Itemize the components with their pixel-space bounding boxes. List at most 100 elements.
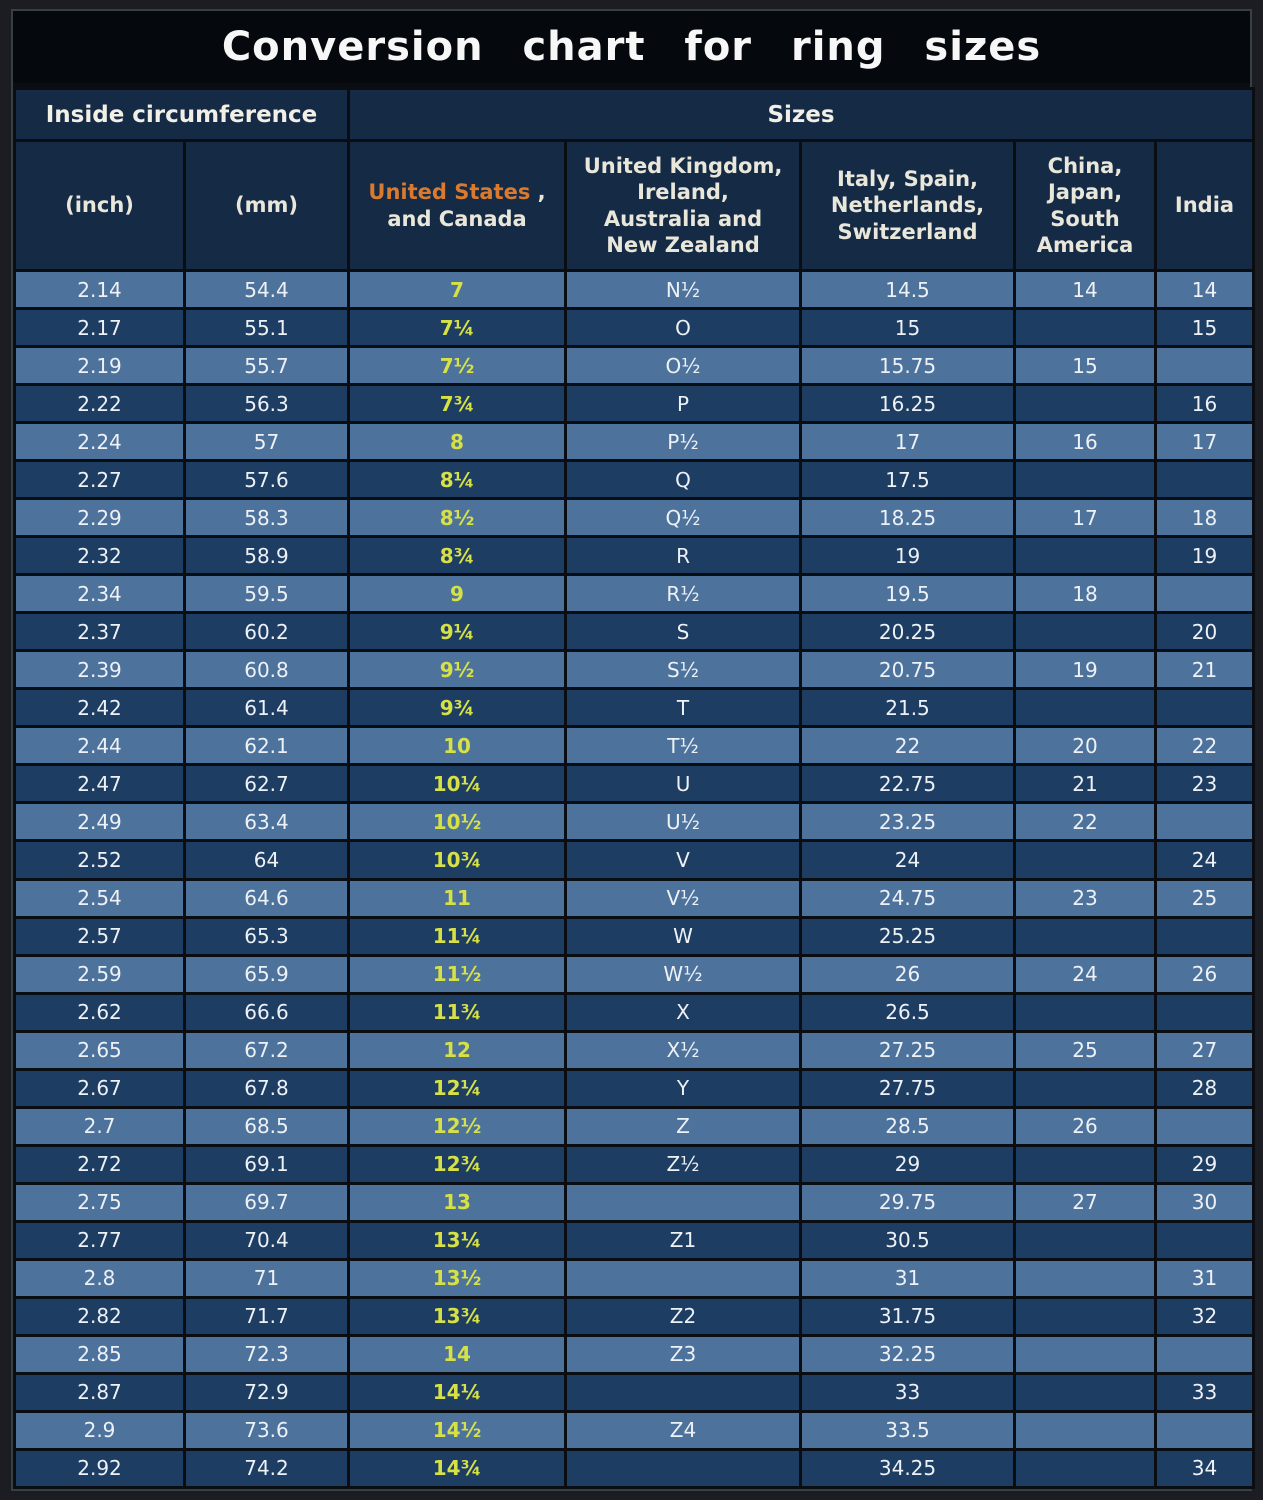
inch-cell: 2.82 — [13, 1295, 186, 1337]
italy-group-cell: 19 — [799, 535, 1017, 577]
china-group-cell: 23 — [1013, 877, 1158, 919]
uk-cell: S½ — [564, 649, 803, 691]
table-row: 2.65 67.2 12 X½ 27.25 25 27 — [13, 1029, 1256, 1071]
inch-cell: 2.57 — [13, 915, 186, 957]
mm-cell: 63.4 — [182, 801, 351, 843]
us-canada-cell: 9 — [347, 573, 568, 615]
china-group-cell: 22 — [1013, 801, 1158, 843]
italy-group-cell: 23.25 — [799, 801, 1017, 843]
china-group-cell — [1013, 459, 1158, 501]
italy-group-cell: 14.5 — [799, 268, 1017, 311]
italy-header-text: Italy, Spain, Netherlands, Switzerland — [830, 167, 985, 244]
inch-cell: 2.67 — [13, 1067, 186, 1109]
italy-group-cell: 32.25 — [799, 1333, 1017, 1375]
italy-group-cell: 17.5 — [799, 459, 1017, 501]
india-cell: 26 — [1154, 953, 1256, 995]
us-canada-cell: 13¼ — [347, 1219, 568, 1261]
table-row: 2.87 72.9 14¼ 33 33 — [13, 1371, 1256, 1413]
china-group-cell — [1013, 915, 1158, 957]
table-row: 2.75 69.7 13 29.75 27 30 — [13, 1181, 1256, 1223]
uk-cell: U — [564, 763, 803, 805]
table-row: 2.72 69.1 12¾ Z½ 29 29 — [13, 1143, 1256, 1185]
mm-cell: 65.9 — [182, 953, 351, 995]
inch-cell: 2.77 — [13, 1219, 186, 1261]
india-cell: 24 — [1154, 839, 1256, 881]
uk-cell: V½ — [564, 877, 803, 919]
india-cell — [1154, 345, 1256, 387]
col-header-india: India — [1154, 139, 1256, 272]
italy-group-cell: 22 — [799, 725, 1017, 767]
us-canada-cell: 12½ — [347, 1105, 568, 1147]
inch-cell: 2.17 — [13, 307, 186, 349]
china-group-cell — [1013, 535, 1158, 577]
table-row: 2.24 57 8 P½ 17 16 17 — [13, 421, 1256, 463]
uk-cell: Z4 — [564, 1409, 803, 1451]
table-row: 2.42 61.4 9¾ T 21.5 — [13, 687, 1256, 729]
india-cell: 27 — [1154, 1029, 1256, 1071]
china-group-cell: 18 — [1013, 573, 1158, 615]
table-row: 2.62 66.6 11¾ X 26.5 — [13, 991, 1256, 1033]
china-group-cell — [1013, 839, 1158, 881]
us-header-line2: and Canada — [387, 206, 527, 231]
china-header-text: China, Japan, South America — [1036, 154, 1134, 257]
india-cell: 30 — [1154, 1181, 1256, 1223]
inch-cell: 2.24 — [13, 421, 186, 463]
table-row: 2.8 71 13½ 31 31 — [13, 1257, 1256, 1299]
italy-group-cell: 15.75 — [799, 345, 1017, 387]
inch-cell: 2.39 — [13, 649, 186, 691]
table-row: 2.34 59.5 9 R½ 19.5 18 — [13, 573, 1256, 615]
india-cell — [1154, 1409, 1256, 1451]
group-header-sizes: Sizes — [347, 87, 1256, 142]
india-cell: 19 — [1154, 535, 1256, 577]
china-group-cell — [1013, 991, 1158, 1033]
us-canada-cell: 7¾ — [347, 383, 568, 425]
table-row: 2.57 65.3 11¼ W 25.25 — [13, 915, 1256, 957]
table-row: 2.52 64 10¾ V 24 24 — [13, 839, 1256, 881]
china-group-cell: 20 — [1013, 725, 1158, 767]
mm-cell: 60.2 — [182, 611, 351, 653]
table-row: 2.44 62.1 10 T½ 22 20 22 — [13, 725, 1256, 767]
china-group-cell — [1013, 307, 1158, 349]
us-canada-cell: 7¼ — [347, 307, 568, 349]
inch-cell: 2.52 — [13, 839, 186, 881]
china-group-cell: 17 — [1013, 497, 1158, 539]
india-cell: 25 — [1154, 877, 1256, 919]
us-canada-cell: 13¾ — [347, 1295, 568, 1337]
india-cell — [1154, 459, 1256, 501]
uk-cell — [564, 1447, 803, 1490]
china-group-cell: 19 — [1013, 649, 1158, 691]
us-canada-cell: 8¾ — [347, 535, 568, 577]
inch-cell: 2.59 — [13, 953, 186, 995]
uk-header-text: United Kingdom, Ireland, Australia and N… — [583, 154, 783, 257]
italy-group-cell: 24 — [799, 839, 1017, 881]
china-group-cell — [1013, 1219, 1158, 1261]
italy-group-cell: 16.25 — [799, 383, 1017, 425]
mm-cell: 56.3 — [182, 383, 351, 425]
inch-cell: 2.27 — [13, 459, 186, 501]
uk-cell: Z½ — [564, 1143, 803, 1185]
uk-cell: W½ — [564, 953, 803, 995]
chart-panel: Conversion chart for ring sizes Inside c… — [11, 9, 1256, 1491]
uk-cell: R½ — [564, 573, 803, 615]
inch-cell: 2.75 — [13, 1181, 186, 1223]
italy-group-cell: 31.75 — [799, 1295, 1017, 1337]
italy-group-cell: 30.5 — [799, 1219, 1017, 1261]
uk-cell — [564, 1181, 803, 1223]
india-cell: 15 — [1154, 307, 1256, 349]
italy-group-cell: 27.75 — [799, 1067, 1017, 1109]
uk-cell: Z3 — [564, 1333, 803, 1375]
inch-cell: 2.49 — [13, 801, 186, 843]
uk-cell: Z — [564, 1105, 803, 1147]
india-cell: 28 — [1154, 1067, 1256, 1109]
us-canada-cell: 14¼ — [347, 1371, 568, 1413]
uk-cell: Q — [564, 459, 803, 501]
us-canada-cell: 10½ — [347, 801, 568, 843]
china-group-cell: 25 — [1013, 1029, 1158, 1071]
inch-cell: 2.72 — [13, 1143, 186, 1185]
us-header-orange-text: United States — [368, 180, 531, 205]
mm-cell: 64 — [182, 839, 351, 881]
inch-cell: 2.34 — [13, 573, 186, 615]
us-canada-cell: 10 — [347, 725, 568, 767]
uk-cell: Y — [564, 1067, 803, 1109]
inch-cell: 2.54 — [13, 877, 186, 919]
